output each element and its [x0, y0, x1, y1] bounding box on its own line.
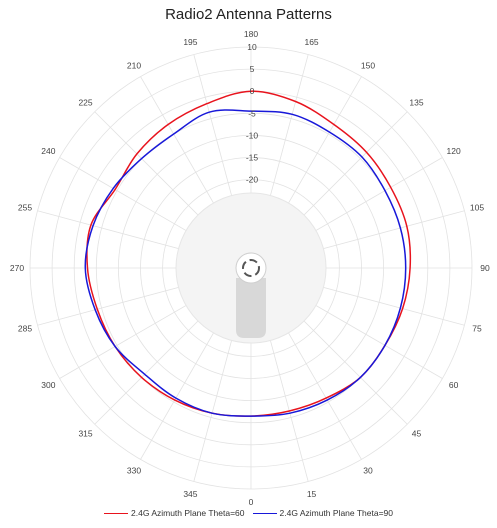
angle-tick-label: 315	[78, 428, 92, 438]
angle-tick-label: 150	[361, 60, 375, 70]
legend-swatch-theta-60	[104, 512, 128, 514]
angle-tick-label: 90	[480, 263, 490, 273]
angle-tick-label: 255	[18, 202, 32, 212]
legend-item-theta-60: 2.4G Azimuth Plane Theta=60	[104, 508, 245, 518]
angle-tick-label: 135	[409, 98, 423, 108]
angle-tick-label: 240	[41, 146, 55, 156]
device-port	[235, 252, 267, 284]
chart-title: Radio2 Antenna Patterns	[165, 6, 332, 23]
radial-tick-label: -10	[246, 130, 259, 140]
angle-tick-label: 195	[183, 37, 197, 47]
device-port-ring	[242, 259, 260, 277]
angle-tick-label: 210	[127, 60, 141, 70]
angle-tick-label: 120	[447, 146, 461, 156]
angle-tick-label: 45	[412, 428, 422, 438]
radial-tick-label: 5	[250, 64, 255, 74]
legend-label-theta-60: 2.4G Azimuth Plane Theta=60	[131, 508, 245, 518]
legend: 2.4G Azimuth Plane Theta=60 2.4G Azimuth…	[0, 508, 497, 518]
angle-tick-label: 285	[18, 324, 32, 334]
angle-tick-label: 180	[244, 29, 258, 39]
angle-tick-label: 330	[127, 466, 141, 476]
angle-tick-label: 165	[304, 37, 318, 47]
legend-item-theta-90: 2.4G Azimuth Plane Theta=90	[252, 508, 394, 518]
angle-tick-label: 75	[472, 324, 482, 334]
radial-tick-label: 10	[247, 42, 257, 52]
radial-tick-label: -15	[246, 153, 259, 163]
legend-label-theta-90: 2.4G Azimuth Plane Theta=90	[279, 508, 394, 518]
angle-tick-label: 225	[78, 98, 92, 108]
angle-tick-label: 15	[307, 489, 317, 499]
label-layer: 0153045607590105120135150165180195210225…	[10, 29, 490, 507]
angle-tick-label: 0	[249, 497, 254, 507]
angle-tick-label: 30	[363, 466, 373, 476]
angle-tick-label: 300	[41, 380, 55, 390]
radial-tick-label: -5	[248, 108, 256, 118]
device-image	[175, 192, 327, 344]
angle-tick-label: 270	[10, 263, 24, 273]
legend-swatch-theta-90	[252, 512, 277, 514]
device-bracket	[236, 278, 266, 338]
series-line-1	[84, 109, 407, 417]
angle-tick-label: 345	[183, 489, 197, 499]
angle-tick-label: 60	[449, 380, 459, 390]
series-layer	[84, 90, 412, 417]
angle-tick-label: 105	[470, 202, 484, 212]
radial-tick-label: -20	[246, 175, 259, 185]
radial-tick-label: 0	[250, 86, 255, 96]
